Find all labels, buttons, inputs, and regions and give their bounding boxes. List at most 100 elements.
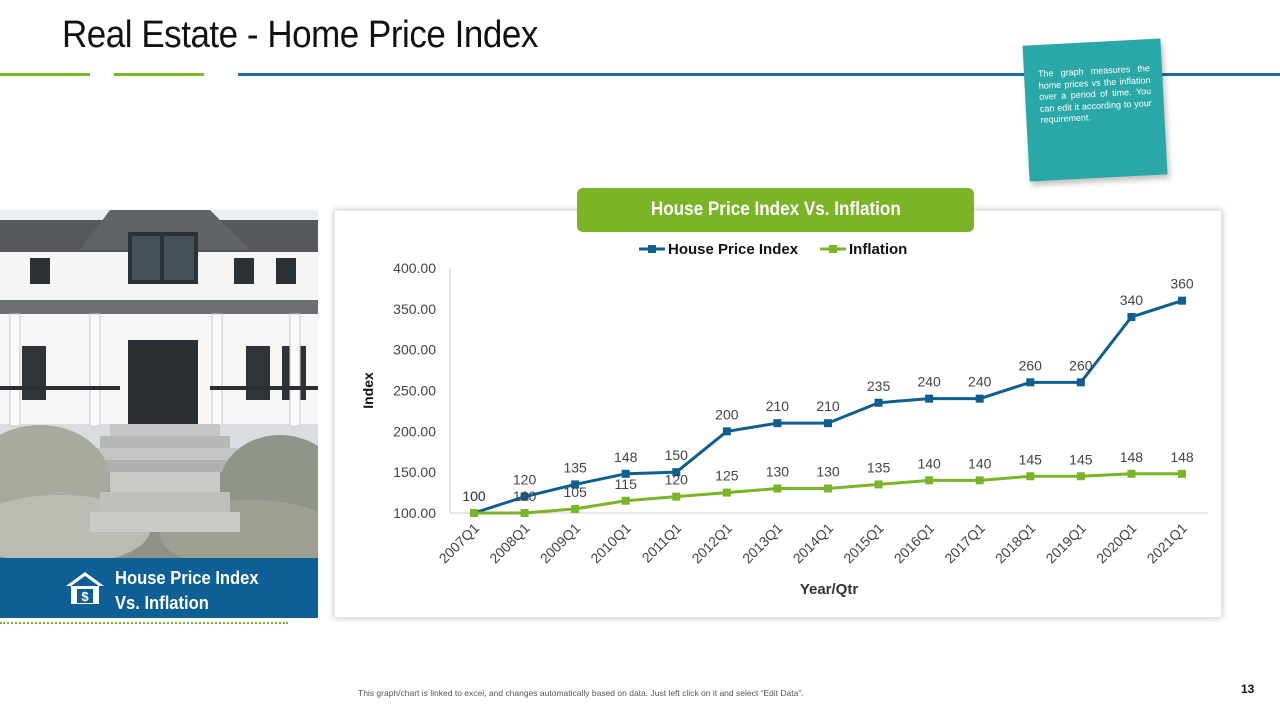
chart-title-banner: House Price Index Vs. Inflation <box>577 188 974 232</box>
data-label: 135 <box>867 459 891 475</box>
data-label: 148 <box>1120 449 1144 465</box>
x-tick-label: 2010Q1 <box>587 520 634 567</box>
data-point <box>824 484 832 493</box>
data-label: 240 <box>917 374 941 390</box>
data-point <box>925 394 934 403</box>
data-label: 145 <box>1069 451 1093 467</box>
data-label: 360 <box>1170 276 1194 292</box>
data-point <box>722 427 731 436</box>
data-point <box>1076 378 1085 387</box>
x-tick-label: 2017Q1 <box>941 520 988 567</box>
dotted-divider <box>0 622 288 624</box>
data-point <box>1076 472 1085 481</box>
data-label: 240 <box>968 374 992 390</box>
data-label: 148 <box>1170 449 1194 465</box>
data-label: 210 <box>816 398 840 414</box>
x-tick-label: 2007Q1 <box>436 520 483 567</box>
data-label: 150 <box>665 447 689 463</box>
x-tick-label: 2018Q1 <box>992 520 1039 567</box>
data-label: 125 <box>715 468 739 484</box>
data-point <box>975 394 984 403</box>
data-label: 130 <box>816 464 840 480</box>
data-label: 130 <box>766 464 790 480</box>
chart-title: House Price Index Vs. Inflation <box>650 199 901 220</box>
data-point <box>722 488 731 497</box>
data-label: 140 <box>917 455 941 471</box>
data-label: 235 <box>867 378 891 394</box>
data-label: 140 <box>968 455 992 471</box>
sticky-note-text: The graph measures the home prices vs th… <box>1037 63 1152 125</box>
x-tick-label: 2014Q1 <box>790 520 837 567</box>
data-point <box>571 504 580 513</box>
x-axis-title: Year/Qtr <box>800 581 859 598</box>
x-tick-label: 2011Q1 <box>639 520 685 566</box>
x-tick-label: 2020Q1 <box>1093 520 1140 567</box>
data-label: 148 <box>614 449 638 465</box>
x-tick-label: 2008Q1 <box>486 520 533 567</box>
title-rule-green-1 <box>0 73 90 76</box>
legend-label: Inflation <box>849 241 907 258</box>
data-label: 100 <box>513 488 537 504</box>
data-label: 120 <box>665 472 689 488</box>
data-label: 100 <box>462 488 486 504</box>
x-tick-label: 2009Q1 <box>537 520 584 567</box>
data-label: 145 <box>1019 451 1043 467</box>
data-label: 100 <box>462 488 486 504</box>
y-tick-label: 300.00 <box>393 342 436 358</box>
photo-caption-text: House Price Index Vs. Inflation <box>115 566 259 616</box>
legend-swatch-marker <box>648 245 656 253</box>
data-point <box>1127 313 1136 321</box>
y-tick-label: 350.00 <box>393 301 436 317</box>
footer-note: This graph/chart is linked to excel, and… <box>358 688 804 698</box>
data-point <box>672 492 681 501</box>
data-point <box>925 476 934 485</box>
line-chart: 100.00 150.00 200.00 250.00 300.00 350.00 400.… <box>360 241 1208 598</box>
y-axis-title: Index <box>360 372 376 409</box>
data-point <box>975 476 984 485</box>
legend-label: House Price Index <box>668 241 799 258</box>
photo-caption-line-1: House Price Index <box>115 568 259 588</box>
data-point <box>571 480 580 489</box>
data-point <box>470 509 478 517</box>
photo-caption-bar: $ House Price Index Vs. Inflation <box>0 558 318 618</box>
data-point <box>1026 378 1035 387</box>
data-label: 260 <box>1069 357 1093 373</box>
x-tick-label: 2013Q1 <box>739 520 786 567</box>
sticky-note: The graph measures the home prices vs th… <box>1022 38 1168 182</box>
page-title: Real Estate - Home Price Index <box>62 14 538 56</box>
data-point <box>1178 296 1186 305</box>
title-rule-blue <box>238 73 1280 76</box>
data-point <box>621 469 630 478</box>
data-point <box>874 398 883 407</box>
x-tick-label: 2019Q1 <box>1042 520 1089 567</box>
y-tick-label: 200.00 <box>393 423 436 439</box>
data-label: 115 <box>615 476 638 492</box>
x-tick-label: 2016Q1 <box>891 520 938 567</box>
title-rule-green-2 <box>114 73 204 76</box>
data-point <box>621 496 630 505</box>
chart-card <box>334 210 1222 618</box>
house-dollar-icon: $ <box>66 572 104 604</box>
data-point <box>520 492 529 501</box>
data-label: 260 <box>1019 357 1043 373</box>
data-label: 210 <box>766 398 790 414</box>
y-tick-label: 400.00 <box>393 260 436 276</box>
house-photo <box>0 210 318 560</box>
y-tick-label: 150.00 <box>393 464 436 480</box>
x-tick-label: 2021Q1 <box>1144 520 1191 567</box>
data-label: 105 <box>563 484 587 500</box>
data-point <box>1127 469 1136 478</box>
legend-swatch-marker <box>829 245 837 253</box>
data-point <box>1026 472 1035 481</box>
y-tick-label: 250.00 <box>393 383 436 399</box>
x-tick-label: 2012Q1 <box>688 520 735 567</box>
svg-text:$: $ <box>81 589 89 604</box>
data-label: 340 <box>1120 292 1144 308</box>
data-label: 200 <box>715 406 739 422</box>
data-point <box>1178 469 1186 478</box>
y-tick-label: 100.00 <box>393 505 436 521</box>
data-point <box>773 419 782 428</box>
data-point <box>520 509 529 517</box>
data-point <box>874 480 883 489</box>
data-point <box>672 468 681 477</box>
